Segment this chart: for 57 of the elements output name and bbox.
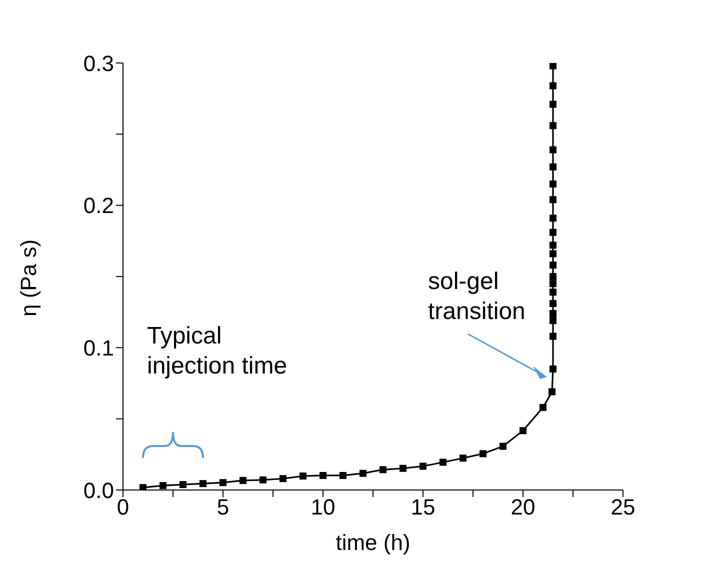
point bbox=[550, 228, 556, 236]
point bbox=[548, 388, 556, 396]
point bbox=[550, 82, 556, 90]
point bbox=[550, 262, 556, 269]
point bbox=[550, 280, 556, 288]
point bbox=[550, 180, 556, 188]
y-axis-title: η (Pa s) bbox=[16, 239, 41, 316]
point bbox=[550, 300, 556, 308]
point bbox=[550, 163, 556, 170]
point bbox=[460, 454, 466, 462]
point bbox=[380, 466, 386, 474]
point bbox=[400, 464, 406, 472]
point bbox=[520, 427, 526, 434]
y-tick-label: 0.0 bbox=[83, 478, 114, 503]
y-tick-label: 0.2 bbox=[83, 193, 114, 218]
y-tick-label: 0.1 bbox=[83, 335, 114, 360]
x-axis-title: time (h) bbox=[336, 530, 410, 555]
point bbox=[550, 122, 556, 130]
point bbox=[320, 472, 326, 479]
point bbox=[550, 317, 556, 324]
annotation: Typical injection time bbox=[147, 322, 288, 380]
x-tick-label: 0 bbox=[116, 494, 130, 520]
point bbox=[340, 472, 346, 479]
point bbox=[220, 479, 226, 486]
point bbox=[360, 470, 366, 477]
point bbox=[550, 250, 556, 258]
point bbox=[550, 214, 556, 222]
point bbox=[550, 310, 556, 318]
point bbox=[550, 146, 556, 154]
annotation: sol-gel transition bbox=[428, 268, 526, 326]
point bbox=[480, 450, 486, 458]
point bbox=[300, 472, 306, 480]
point bbox=[140, 484, 146, 490]
point bbox=[280, 475, 286, 482]
point bbox=[260, 476, 266, 484]
x-tick-label: 10 bbox=[310, 494, 336, 520]
x-tick-label: 25 bbox=[610, 494, 636, 520]
point bbox=[550, 366, 556, 373]
x-tick-label: 20 bbox=[510, 494, 536, 520]
point bbox=[550, 63, 556, 70]
point bbox=[420, 462, 426, 470]
point bbox=[160, 482, 166, 490]
point bbox=[500, 442, 506, 450]
point bbox=[200, 480, 206, 488]
x-tick-label: 5 bbox=[216, 494, 230, 520]
point bbox=[550, 196, 556, 204]
point bbox=[550, 100, 556, 108]
point bbox=[550, 288, 556, 296]
point bbox=[240, 476, 246, 484]
point bbox=[550, 332, 556, 340]
point bbox=[550, 242, 556, 249]
point bbox=[550, 273, 556, 280]
x-tick-label: 15 bbox=[410, 494, 436, 520]
point bbox=[540, 404, 546, 411]
point bbox=[440, 458, 446, 466]
y-tick-label: 0.3 bbox=[83, 50, 114, 76]
point bbox=[180, 481, 186, 488]
